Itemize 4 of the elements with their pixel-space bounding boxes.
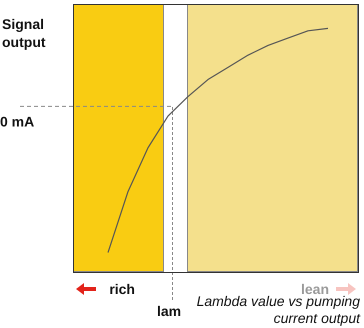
text: rich <box>109 281 135 297</box>
text: lam <box>156 303 182 319</box>
y-axis-title: Signal output <box>2 16 46 50</box>
ref-line-label: 0 mA <box>0 113 34 130</box>
